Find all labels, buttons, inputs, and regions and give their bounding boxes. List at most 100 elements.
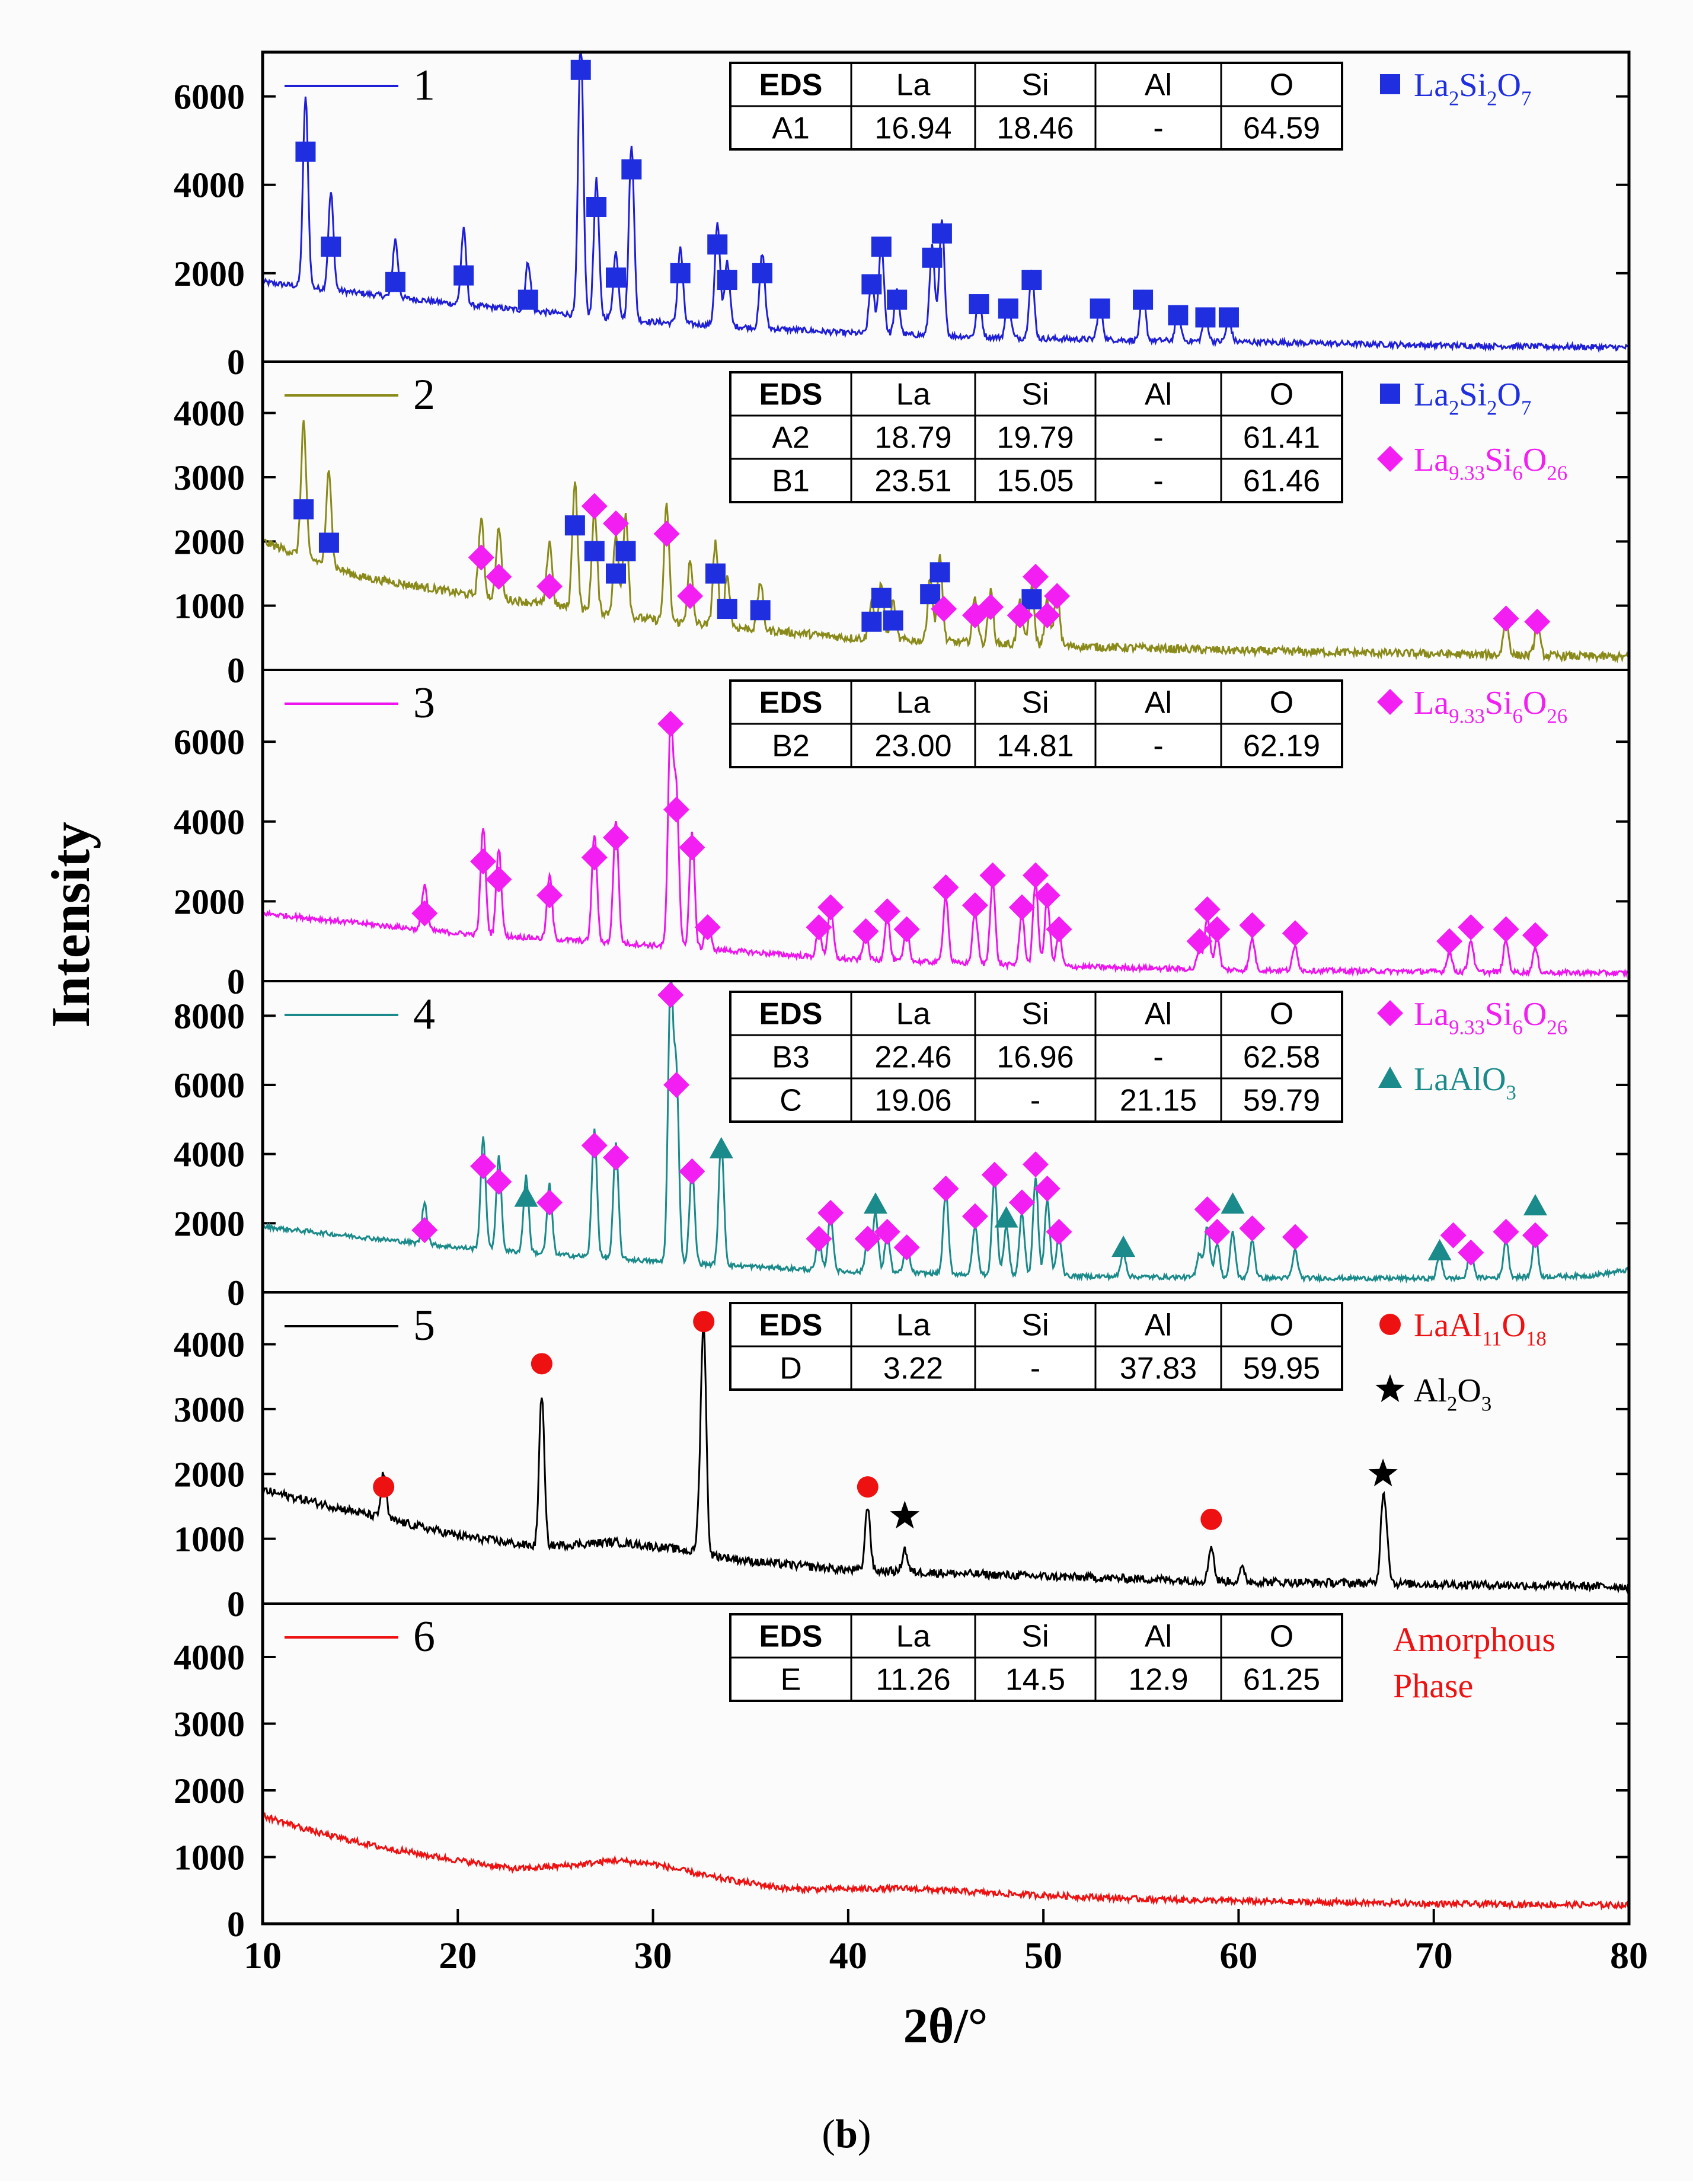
legend-text-part: 7 bbox=[1521, 87, 1531, 110]
circle-marker bbox=[531, 1353, 552, 1375]
square-marker bbox=[750, 600, 771, 621]
y-tick-label: 8000 bbox=[174, 997, 245, 1036]
eds-header-cell: O bbox=[1270, 1308, 1293, 1343]
diamond-marker bbox=[1282, 920, 1308, 947]
diamond-marker bbox=[1522, 1222, 1548, 1249]
x-tick-label: 40 bbox=[829, 1934, 867, 1977]
legend-diamond-icon bbox=[1377, 1000, 1403, 1026]
eds-header-cell: Al bbox=[1145, 378, 1172, 412]
eds-table bbox=[729, 371, 1343, 503]
legend-text-part: O bbox=[1523, 996, 1547, 1033]
diamond-marker bbox=[893, 916, 920, 943]
y-tick-label: 3000 bbox=[174, 458, 245, 497]
eds-cell: 16.96 bbox=[996, 1040, 1074, 1075]
diamond-marker bbox=[893, 1234, 920, 1261]
diamond-marker bbox=[581, 493, 608, 519]
eds-cell: - bbox=[1153, 464, 1163, 499]
legend-text-part: La bbox=[1414, 376, 1449, 413]
eds-header-cell: O bbox=[1270, 1620, 1293, 1654]
eds-table bbox=[729, 991, 1343, 1123]
y-tick-label: 2000 bbox=[174, 882, 245, 921]
square-marker bbox=[931, 223, 952, 244]
eds-cell: 61.25 bbox=[1243, 1663, 1320, 1697]
diamond-marker bbox=[978, 593, 1004, 620]
triangle-marker bbox=[709, 1136, 733, 1158]
eds-header-cell: O bbox=[1270, 686, 1293, 720]
square-marker bbox=[705, 563, 726, 584]
diamond-marker bbox=[981, 1161, 1008, 1188]
diamond-marker bbox=[485, 563, 512, 590]
legend-text-part: 2 bbox=[1487, 87, 1497, 110]
square-marker bbox=[293, 499, 314, 520]
panel-2: 0 1000 2000 3000 4000 2 EDS La Si Al O A2 18.79 19.79… bbox=[174, 371, 1630, 690]
eds-cell: 18.46 bbox=[996, 111, 1074, 146]
diamond-marker bbox=[854, 1225, 881, 1252]
caption-letter: b bbox=[835, 2111, 858, 2156]
legend-text: La2Si2O7 bbox=[1414, 67, 1531, 110]
square-marker bbox=[920, 584, 941, 605]
diamond-marker bbox=[1524, 608, 1551, 635]
series-label: 5 bbox=[413, 1301, 435, 1350]
y-tick-label: 0 bbox=[227, 962, 245, 1001]
square-marker bbox=[707, 234, 728, 255]
legend-text-part: 6 bbox=[1513, 1016, 1523, 1039]
eds-header-cell: Al bbox=[1145, 1308, 1172, 1343]
diamond-marker bbox=[581, 1132, 608, 1159]
diamond-marker bbox=[1022, 1151, 1049, 1178]
diamond-marker bbox=[1239, 912, 1266, 938]
eds-cell: 19.79 bbox=[996, 421, 1074, 455]
legend-text: La9.33Si6O26 bbox=[1414, 996, 1567, 1039]
eds-cell: D bbox=[780, 1352, 802, 1386]
legend-text: LaAlO3 bbox=[1414, 1061, 1516, 1104]
circle-marker bbox=[373, 1476, 395, 1498]
legend-text-part: O bbox=[1502, 1307, 1526, 1344]
square-marker bbox=[1218, 307, 1239, 328]
eds-header-cell: La bbox=[896, 1620, 931, 1654]
legend-text-part: La bbox=[1414, 67, 1449, 104]
legend-text-part: Si bbox=[1485, 685, 1513, 721]
eds-cell: 3.22 bbox=[883, 1352, 943, 1386]
y-tick-label: 2000 bbox=[174, 1771, 245, 1811]
square-marker bbox=[606, 563, 627, 584]
eds-cell: 11.26 bbox=[876, 1663, 950, 1697]
eds-cell: 61.41 bbox=[1243, 421, 1320, 455]
plot-frame bbox=[261, 50, 1631, 1926]
legend-text-part: 6 bbox=[1513, 462, 1523, 485]
diamond-marker bbox=[1022, 862, 1049, 889]
eds-cell: 18.79 bbox=[874, 421, 951, 455]
diamond-marker bbox=[1008, 1189, 1035, 1216]
legend-square-icon bbox=[1380, 74, 1400, 94]
panel-5: 0 1000 2000 3000 4000 5 EDS La Si Al O D 3.22 - 37.83 5… bbox=[174, 1301, 1630, 1624]
spectrum-line-1 bbox=[261, 52, 1629, 353]
series-label: 2 bbox=[413, 371, 435, 419]
eds-cell: B1 bbox=[772, 464, 810, 499]
legend-text-part: Si bbox=[1485, 996, 1513, 1033]
square-marker bbox=[922, 247, 943, 268]
legend-text-part: LaAl bbox=[1414, 1307, 1482, 1344]
eds-cell: A2 bbox=[772, 421, 810, 455]
diamond-marker bbox=[657, 710, 684, 737]
eds-cell: 15.05 bbox=[996, 464, 1074, 499]
legend-text-part: Amorphous bbox=[1393, 1620, 1555, 1659]
diamond-marker bbox=[932, 1176, 959, 1202]
caption-open: ( bbox=[822, 2111, 836, 2156]
diamond-marker bbox=[677, 583, 704, 609]
legend-text-part: Si bbox=[1459, 67, 1487, 104]
diamond-marker bbox=[603, 510, 630, 537]
eds-cell: C bbox=[780, 1084, 802, 1118]
square-marker bbox=[1021, 270, 1042, 290]
legend-text: La9.33Si6O26 bbox=[1414, 685, 1567, 728]
legend-text-part: 26 bbox=[1547, 705, 1567, 728]
square-marker bbox=[584, 541, 605, 561]
diamond-marker bbox=[874, 898, 900, 925]
square-marker bbox=[321, 237, 341, 257]
eds-header-cell: O bbox=[1270, 378, 1293, 412]
eds-cell: 37.83 bbox=[1120, 1352, 1197, 1386]
panel-1: 0 2000 4000 6000 1 EDS La Si Al O A1 16.94 18.46 - 64.… bbox=[174, 52, 1629, 382]
square-marker bbox=[717, 599, 737, 620]
legend-text-part: LaAlO bbox=[1414, 1061, 1506, 1098]
eds-cell: - bbox=[1153, 729, 1163, 764]
legend-text-part: O bbox=[1497, 67, 1520, 104]
square-marker bbox=[385, 272, 405, 292]
eds-header-cell: Si bbox=[1021, 1308, 1049, 1343]
